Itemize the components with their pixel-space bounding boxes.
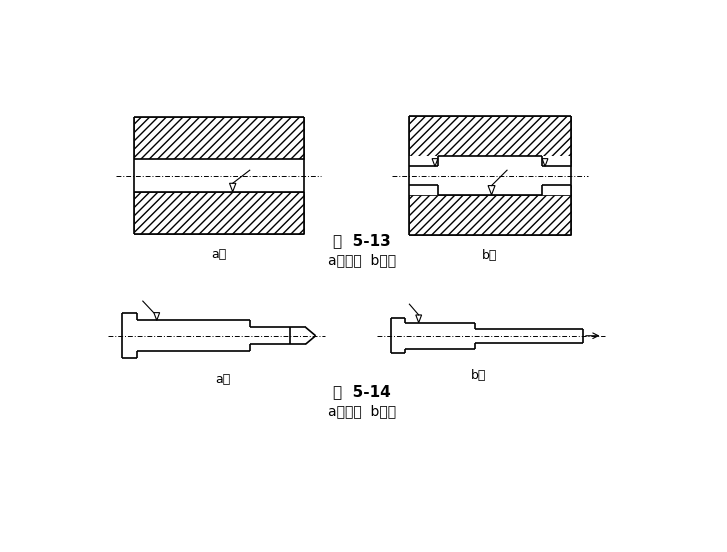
Text: 图  5-14: 图 5-14 [333,384,391,399]
Bar [134,192,304,234]
Text: a）: a） [211,248,226,261]
Text: b）: b） [470,369,486,382]
Text: a）: a） [215,374,230,386]
Bar [409,156,438,166]
Text: b）: b） [482,249,498,262]
Bar [409,195,571,235]
Bar [409,185,438,195]
Text: a）不好  b）好: a）不好 b）好 [328,253,396,267]
Text: a）不好  b）好: a）不好 b）好 [328,404,396,418]
Bar [409,116,571,156]
Text: 图  5-13: 图 5-13 [333,233,391,248]
Bar [134,117,304,160]
Bar [409,156,571,195]
Bar [542,156,571,166]
Bar [134,160,304,192]
Bar [542,185,571,195]
